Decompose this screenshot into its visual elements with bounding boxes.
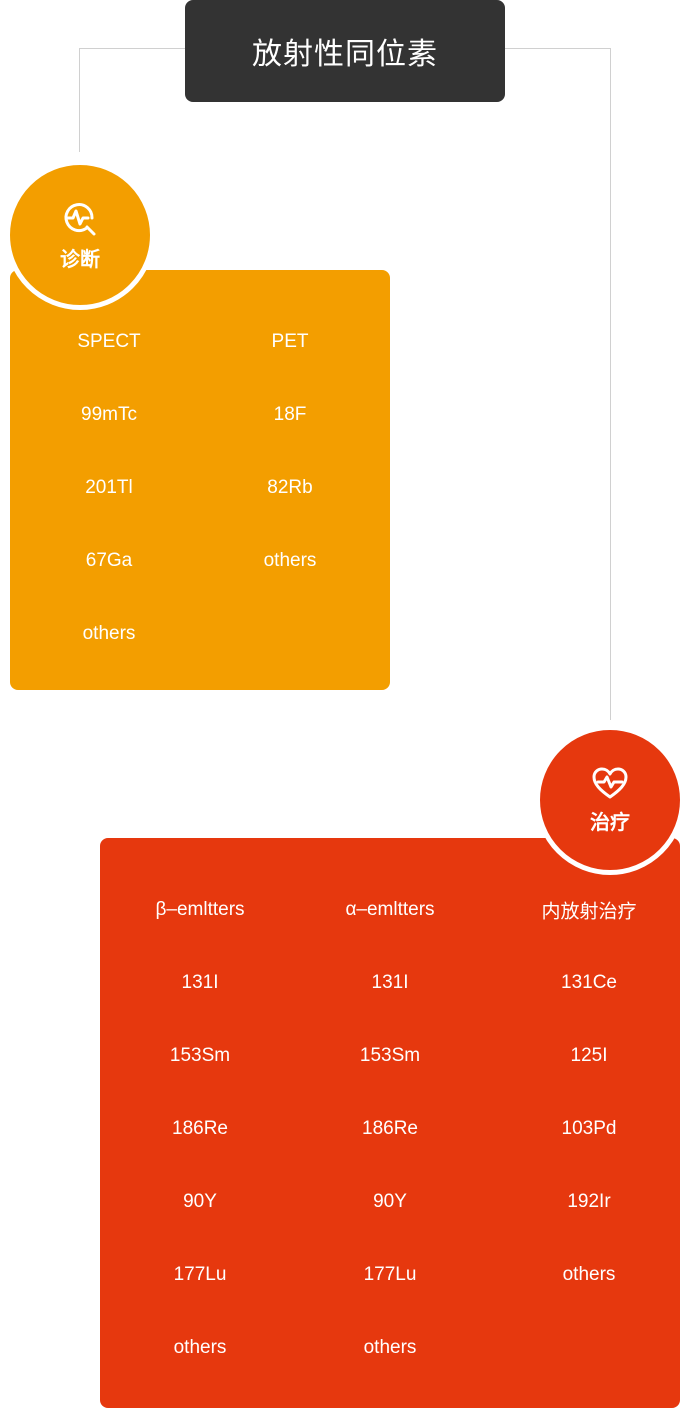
connector-line-left-horizontal — [79, 48, 185, 49]
connector-line-right-vertical — [610, 48, 611, 720]
treatment-panel: β–emltters 131I 153Sm 186Re 90Y 177Lu ot… — [100, 838, 680, 1408]
treatment-list-item: 177Lu — [364, 1264, 417, 1286]
treatment-column-header: α–emltters — [345, 899, 434, 921]
heart-pulse-icon — [591, 766, 629, 806]
diagnosis-list-item: 67Ga — [86, 550, 132, 572]
diagnosis-column-header: PET — [272, 331, 309, 353]
diagnosis-label: 诊断 — [60, 243, 100, 272]
treatment-list-item: 90Y — [183, 1191, 217, 1213]
diagnosis-list-item: 99mTc — [81, 404, 137, 426]
treatment-list-item: 131Ce — [561, 972, 617, 994]
treatment-list-item: 131I — [372, 972, 409, 994]
connector-line-right-horizontal — [505, 48, 611, 49]
treatment-list-item: 153Sm — [170, 1045, 230, 1067]
diagnosis-list-item: 18F — [274, 404, 307, 426]
connector-line-left-vertical — [79, 48, 80, 152]
diagnosis-badge: 诊断 — [5, 160, 155, 310]
treatment-list-item: 90Y — [373, 1191, 407, 1213]
treatment-list-item: others — [174, 1337, 227, 1359]
diagnosis-list-item: others — [83, 623, 136, 645]
treatment-column-header: β–emltters — [155, 899, 244, 921]
treatment-badge: 治疗 — [535, 725, 685, 875]
treatment-list-item: 103Pd — [562, 1118, 617, 1140]
treatment-list-item: 125I — [571, 1045, 608, 1067]
diagnosis-column-header: SPECT — [77, 331, 140, 353]
diagnosis-list-item: 201Tl — [85, 477, 133, 499]
treatment-list-item: others — [563, 1264, 616, 1286]
treatment-list-item: 192Ir — [567, 1191, 610, 1213]
treatment-label: 治疗 — [590, 806, 630, 835]
diagnosis-search-pulse-icon — [61, 199, 99, 243]
diagnosis-list-item: others — [264, 550, 317, 572]
treatment-list-item: others — [364, 1337, 417, 1359]
treatment-column-header: 内放射治疗 — [541, 897, 636, 924]
treatment-list-item: 186Re — [362, 1118, 418, 1140]
diagnosis-list-item: 82Rb — [267, 477, 312, 499]
treatment-list-item: 153Sm — [360, 1045, 420, 1067]
page-title: 放射性同位素 — [185, 0, 505, 102]
treatment-list-item: 131I — [182, 972, 219, 994]
treatment-list-item: 177Lu — [174, 1264, 227, 1286]
diagnosis-panel: SPECT 99mTc 201Tl 67Ga others PET 18F 82… — [10, 270, 390, 690]
treatment-list-item: 186Re — [172, 1118, 228, 1140]
